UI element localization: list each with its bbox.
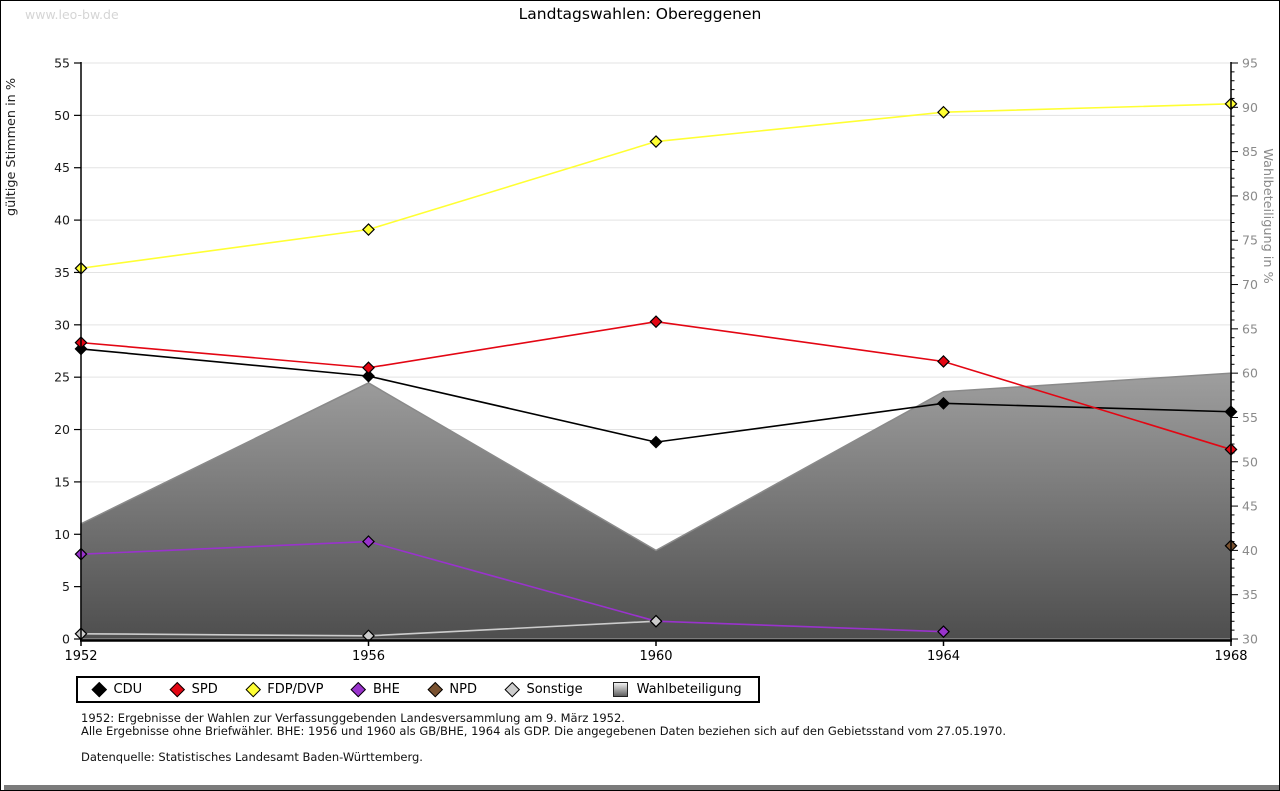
footnote-line: 1952: Ergebnisse der Wahlen zur Verfassu… <box>81 711 625 725</box>
data-point <box>649 315 663 329</box>
right-axis-title: Wahlbeteiligung in % <box>1260 148 1275 283</box>
right-axis-tick-label: 80 <box>1242 188 1258 203</box>
series-sonstige <box>74 614 663 643</box>
right-axis-tick-label: 60 <box>1242 366 1258 381</box>
legend-label: FDP/DVP <box>267 682 324 697</box>
right-axis-tick-label: 45 <box>1242 499 1258 514</box>
legend-label: Wahlbeteiligung <box>636 682 742 697</box>
data-point <box>937 355 950 368</box>
data-point <box>937 396 950 410</box>
legend-label: BHE <box>372 682 400 697</box>
left-axis-tick-label: 5 <box>62 579 70 594</box>
right-axis-tick-label: 95 <box>1242 56 1258 71</box>
legend-label: CDU <box>113 682 143 697</box>
series-area-wahlbeteiligung <box>80 372 1232 640</box>
footnote-line: Alle Ergebnisse ohne Briefwähler. BHE: 1… <box>81 724 1006 738</box>
footnote-source: Datenquelle: Statistisches Landesamt Bad… <box>81 750 423 764</box>
watermark: www.leo-bw.de <box>25 7 119 22</box>
right-axis-tick-label: 65 <box>1242 321 1258 336</box>
left-axis-tick-label: 35 <box>54 265 70 280</box>
legend-label: Sonstige <box>526 682 583 697</box>
legend-marker-wahlbeteiligung <box>612 682 628 697</box>
data-point <box>937 105 950 119</box>
legend-item-wahlbeteiligung: Wahlbeteiligung <box>612 682 742 697</box>
legend-marker-npd <box>427 682 443 697</box>
data-point <box>649 135 663 148</box>
x-axis-tick-label: 1956 <box>352 649 385 664</box>
data-point <box>362 361 375 375</box>
left-axis-title: gültige Stimmen in % <box>4 78 19 216</box>
right-axis-tick-label: 75 <box>1242 233 1258 248</box>
legend-item-spd: SPD <box>169 682 218 697</box>
left-axis-tick-label: 55 <box>54 56 70 71</box>
x-axis-tick-label: 1964 <box>927 649 960 664</box>
left-axis-tick-label: 10 <box>54 527 70 542</box>
window-bottom-bar <box>4 785 1279 790</box>
series-cdu <box>74 342 1238 449</box>
legend-marker-fdp-dvp <box>245 682 261 697</box>
legend-marker-cdu <box>91 682 107 697</box>
data-point <box>649 435 663 449</box>
x-axis-tick-label: 1960 <box>639 649 672 664</box>
right-axis-tick-label: 30 <box>1242 632 1258 647</box>
chart-legend: CDU SPD FDP/DVP BHE NPD Sonstige Wahlbeteiligu… <box>76 676 760 703</box>
right-axis-tick-label: 90 <box>1242 100 1258 115</box>
election-line-chart: 0 5 10 15 20 25 30 35 40 45 50 55 30 35 40 45 50 55 60 65 70… <box>4 56 1275 665</box>
left-axis-tick-label: 25 <box>54 370 70 385</box>
legend-item-cdu: CDU <box>91 682 143 697</box>
data-point <box>649 614 663 628</box>
data-point <box>362 223 375 236</box>
legend-item-bhe: BHE <box>351 682 400 697</box>
legend-marker-sonstige <box>504 682 520 697</box>
x-axis-tick-label: 1952 <box>64 649 97 664</box>
legend-label: NPD <box>449 682 477 697</box>
right-axis-tick-label: 50 <box>1242 454 1258 469</box>
x-axis-tick-label: 1968 <box>1214 649 1247 664</box>
legend-marker-bhe <box>351 682 367 697</box>
left-axis-tick-label: 45 <box>54 160 70 175</box>
left-axis-tick-label: 0 <box>62 632 70 647</box>
data-point <box>937 625 950 639</box>
axes: 0 5 10 15 20 25 30 35 40 45 50 55 30 35 40 45 50 55 60 65 70… <box>54 56 1258 665</box>
right-axis-tick-label: 40 <box>1242 543 1258 558</box>
chart-title: Landtagswahlen: Obereggenen <box>518 5 762 23</box>
right-axis-tick-label: 70 <box>1242 277 1258 292</box>
legend-label: SPD <box>191 682 218 697</box>
series-fdp-dvp <box>74 97 1238 275</box>
legend-marker-spd <box>169 682 185 697</box>
right-axis-tick-label: 85 <box>1242 144 1258 159</box>
left-axis-tick-label: 30 <box>54 317 70 332</box>
right-axis-tick-label: 35 <box>1242 587 1258 602</box>
left-axis-tick-label: 20 <box>54 422 70 437</box>
legend-item-fdp-dvp: FDP/DVP <box>245 682 324 697</box>
legend-item-sonstige: Sonstige <box>504 682 583 697</box>
left-axis-tick-label: 15 <box>54 474 70 489</box>
data-point <box>362 535 375 549</box>
left-axis-tick-label: 40 <box>54 213 70 228</box>
legend-item-npd: NPD <box>427 682 477 697</box>
left-axis-tick-label: 50 <box>54 108 70 123</box>
right-axis-tick-label: 55 <box>1242 410 1258 425</box>
footnotes: 1952: Ergebnisse der Wahlen zur Verfassu… <box>81 712 1006 764</box>
data-point <box>362 369 375 383</box>
